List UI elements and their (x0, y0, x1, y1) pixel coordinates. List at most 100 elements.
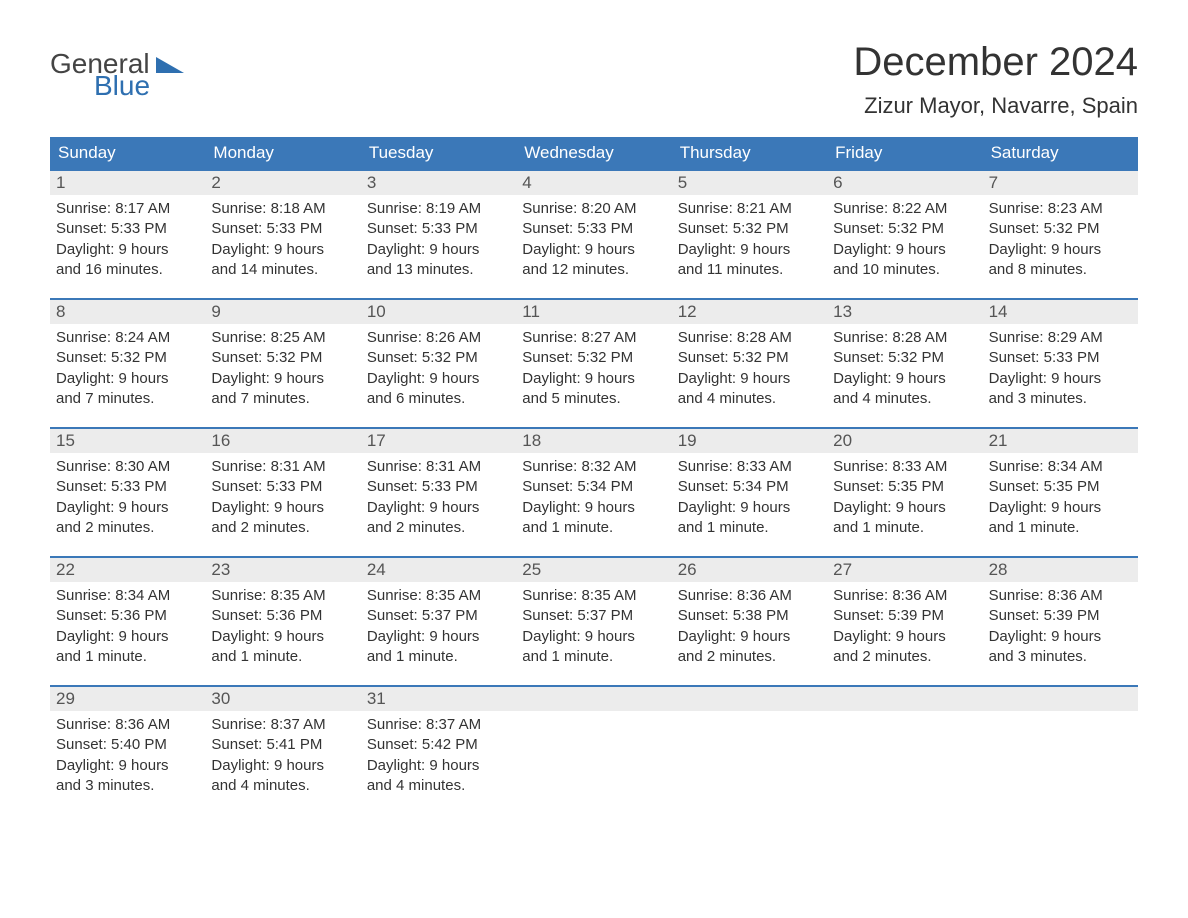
detail-sunrise: Sunrise: 8:31 AM (211, 457, 354, 477)
detail-daylight2: and 5 minutes. (522, 389, 665, 409)
day-number: 15 (50, 429, 205, 453)
day-number-empty (516, 687, 671, 711)
detail-sunrise: Sunrise: 8:19 AM (367, 199, 510, 219)
day-detail: Sunrise: 8:32 AMSunset: 5:34 PMDaylight:… (516, 453, 671, 544)
week-row: 22Sunrise: 8:34 AMSunset: 5:36 PMDayligh… (50, 556, 1138, 673)
calendar-cell: 3Sunrise: 8:19 AMSunset: 5:33 PMDaylight… (361, 171, 516, 286)
day-detail: Sunrise: 8:29 AMSunset: 5:33 PMDaylight:… (983, 324, 1138, 415)
calendar-cell: 27Sunrise: 8:36 AMSunset: 5:39 PMDayligh… (827, 558, 982, 673)
detail-sunrise: Sunrise: 8:23 AM (989, 199, 1132, 219)
day-header: Sunday (50, 137, 205, 169)
calendar-cell: 8Sunrise: 8:24 AMSunset: 5:32 PMDaylight… (50, 300, 205, 415)
calendar-cell: 13Sunrise: 8:28 AMSunset: 5:32 PMDayligh… (827, 300, 982, 415)
day-number: 28 (983, 558, 1138, 582)
detail-sunrise: Sunrise: 8:36 AM (989, 586, 1132, 606)
detail-daylight2: and 11 minutes. (678, 260, 821, 280)
week-row: 1Sunrise: 8:17 AMSunset: 5:33 PMDaylight… (50, 169, 1138, 286)
detail-daylight2: and 1 minute. (989, 518, 1132, 538)
calendar: SundayMondayTuesdayWednesdayThursdayFrid… (50, 137, 1138, 802)
detail-sunrise: Sunrise: 8:37 AM (211, 715, 354, 735)
calendar-cell (827, 687, 982, 802)
detail-sunset: Sunset: 5:32 PM (989, 219, 1132, 239)
day-number: 9 (205, 300, 360, 324)
day-number: 31 (361, 687, 516, 711)
detail-daylight1: Daylight: 9 hours (56, 627, 199, 647)
week-row: 29Sunrise: 8:36 AMSunset: 5:40 PMDayligh… (50, 685, 1138, 802)
calendar-cell: 11Sunrise: 8:27 AMSunset: 5:32 PMDayligh… (516, 300, 671, 415)
detail-sunset: Sunset: 5:39 PM (833, 606, 976, 626)
day-number: 18 (516, 429, 671, 453)
detail-daylight2: and 2 minutes. (678, 647, 821, 667)
calendar-cell (983, 687, 1138, 802)
calendar-cell: 30Sunrise: 8:37 AMSunset: 5:41 PMDayligh… (205, 687, 360, 802)
detail-sunrise: Sunrise: 8:32 AM (522, 457, 665, 477)
day-number: 5 (672, 171, 827, 195)
detail-sunrise: Sunrise: 8:24 AM (56, 328, 199, 348)
month-title: December 2024 (853, 40, 1138, 85)
day-number: 24 (361, 558, 516, 582)
day-detail: Sunrise: 8:23 AMSunset: 5:32 PMDaylight:… (983, 195, 1138, 286)
calendar-cell: 22Sunrise: 8:34 AMSunset: 5:36 PMDayligh… (50, 558, 205, 673)
detail-sunset: Sunset: 5:38 PM (678, 606, 821, 626)
detail-daylight1: Daylight: 9 hours (989, 369, 1132, 389)
detail-sunrise: Sunrise: 8:35 AM (522, 586, 665, 606)
detail-daylight1: Daylight: 9 hours (56, 240, 199, 260)
detail-sunset: Sunset: 5:37 PM (522, 606, 665, 626)
day-number: 4 (516, 171, 671, 195)
detail-daylight1: Daylight: 9 hours (522, 627, 665, 647)
detail-sunrise: Sunrise: 8:34 AM (56, 586, 199, 606)
day-number: 27 (827, 558, 982, 582)
logo: General Blue (50, 40, 184, 100)
week-row: 15Sunrise: 8:30 AMSunset: 5:33 PMDayligh… (50, 427, 1138, 544)
calendar-cell: 17Sunrise: 8:31 AMSunset: 5:33 PMDayligh… (361, 429, 516, 544)
detail-sunrise: Sunrise: 8:37 AM (367, 715, 510, 735)
day-number: 19 (672, 429, 827, 453)
detail-daylight2: and 2 minutes. (56, 518, 199, 538)
day-number: 26 (672, 558, 827, 582)
detail-sunset: Sunset: 5:36 PM (56, 606, 199, 626)
detail-sunset: Sunset: 5:32 PM (833, 219, 976, 239)
day-number: 8 (50, 300, 205, 324)
detail-daylight2: and 10 minutes. (833, 260, 976, 280)
detail-sunset: Sunset: 5:39 PM (989, 606, 1132, 626)
detail-sunrise: Sunrise: 8:36 AM (833, 586, 976, 606)
detail-daylight1: Daylight: 9 hours (833, 369, 976, 389)
detail-daylight2: and 1 minute. (522, 647, 665, 667)
day-detail: Sunrise: 8:37 AMSunset: 5:41 PMDaylight:… (205, 711, 360, 802)
calendar-cell: 19Sunrise: 8:33 AMSunset: 5:34 PMDayligh… (672, 429, 827, 544)
detail-sunrise: Sunrise: 8:26 AM (367, 328, 510, 348)
detail-daylight2: and 4 minutes. (678, 389, 821, 409)
day-detail: Sunrise: 8:33 AMSunset: 5:34 PMDaylight:… (672, 453, 827, 544)
detail-sunset: Sunset: 5:32 PM (678, 348, 821, 368)
day-number-empty (983, 687, 1138, 711)
detail-daylight1: Daylight: 9 hours (211, 240, 354, 260)
detail-daylight1: Daylight: 9 hours (833, 240, 976, 260)
calendar-cell: 21Sunrise: 8:34 AMSunset: 5:35 PMDayligh… (983, 429, 1138, 544)
detail-daylight2: and 12 minutes. (522, 260, 665, 280)
detail-sunset: Sunset: 5:33 PM (56, 477, 199, 497)
detail-daylight2: and 6 minutes. (367, 389, 510, 409)
detail-daylight2: and 3 minutes. (989, 647, 1132, 667)
day-header: Wednesday (516, 137, 671, 169)
detail-sunrise: Sunrise: 8:18 AM (211, 199, 354, 219)
calendar-cell: 14Sunrise: 8:29 AMSunset: 5:33 PMDayligh… (983, 300, 1138, 415)
detail-sunset: Sunset: 5:37 PM (367, 606, 510, 626)
calendar-cell: 31Sunrise: 8:37 AMSunset: 5:42 PMDayligh… (361, 687, 516, 802)
day-detail: Sunrise: 8:19 AMSunset: 5:33 PMDaylight:… (361, 195, 516, 286)
detail-sunrise: Sunrise: 8:35 AM (367, 586, 510, 606)
detail-sunset: Sunset: 5:42 PM (367, 735, 510, 755)
day-number: 29 (50, 687, 205, 711)
location: Zizur Mayor, Navarre, Spain (853, 93, 1138, 119)
day-header: Monday (205, 137, 360, 169)
detail-daylight1: Daylight: 9 hours (989, 240, 1132, 260)
detail-daylight1: Daylight: 9 hours (56, 756, 199, 776)
detail-daylight1: Daylight: 9 hours (678, 498, 821, 518)
detail-sunset: Sunset: 5:33 PM (367, 477, 510, 497)
detail-daylight1: Daylight: 9 hours (367, 369, 510, 389)
day-number: 16 (205, 429, 360, 453)
detail-sunset: Sunset: 5:32 PM (367, 348, 510, 368)
detail-sunrise: Sunrise: 8:28 AM (833, 328, 976, 348)
detail-sunrise: Sunrise: 8:20 AM (522, 199, 665, 219)
detail-sunset: Sunset: 5:35 PM (833, 477, 976, 497)
calendar-cell: 7Sunrise: 8:23 AMSunset: 5:32 PMDaylight… (983, 171, 1138, 286)
